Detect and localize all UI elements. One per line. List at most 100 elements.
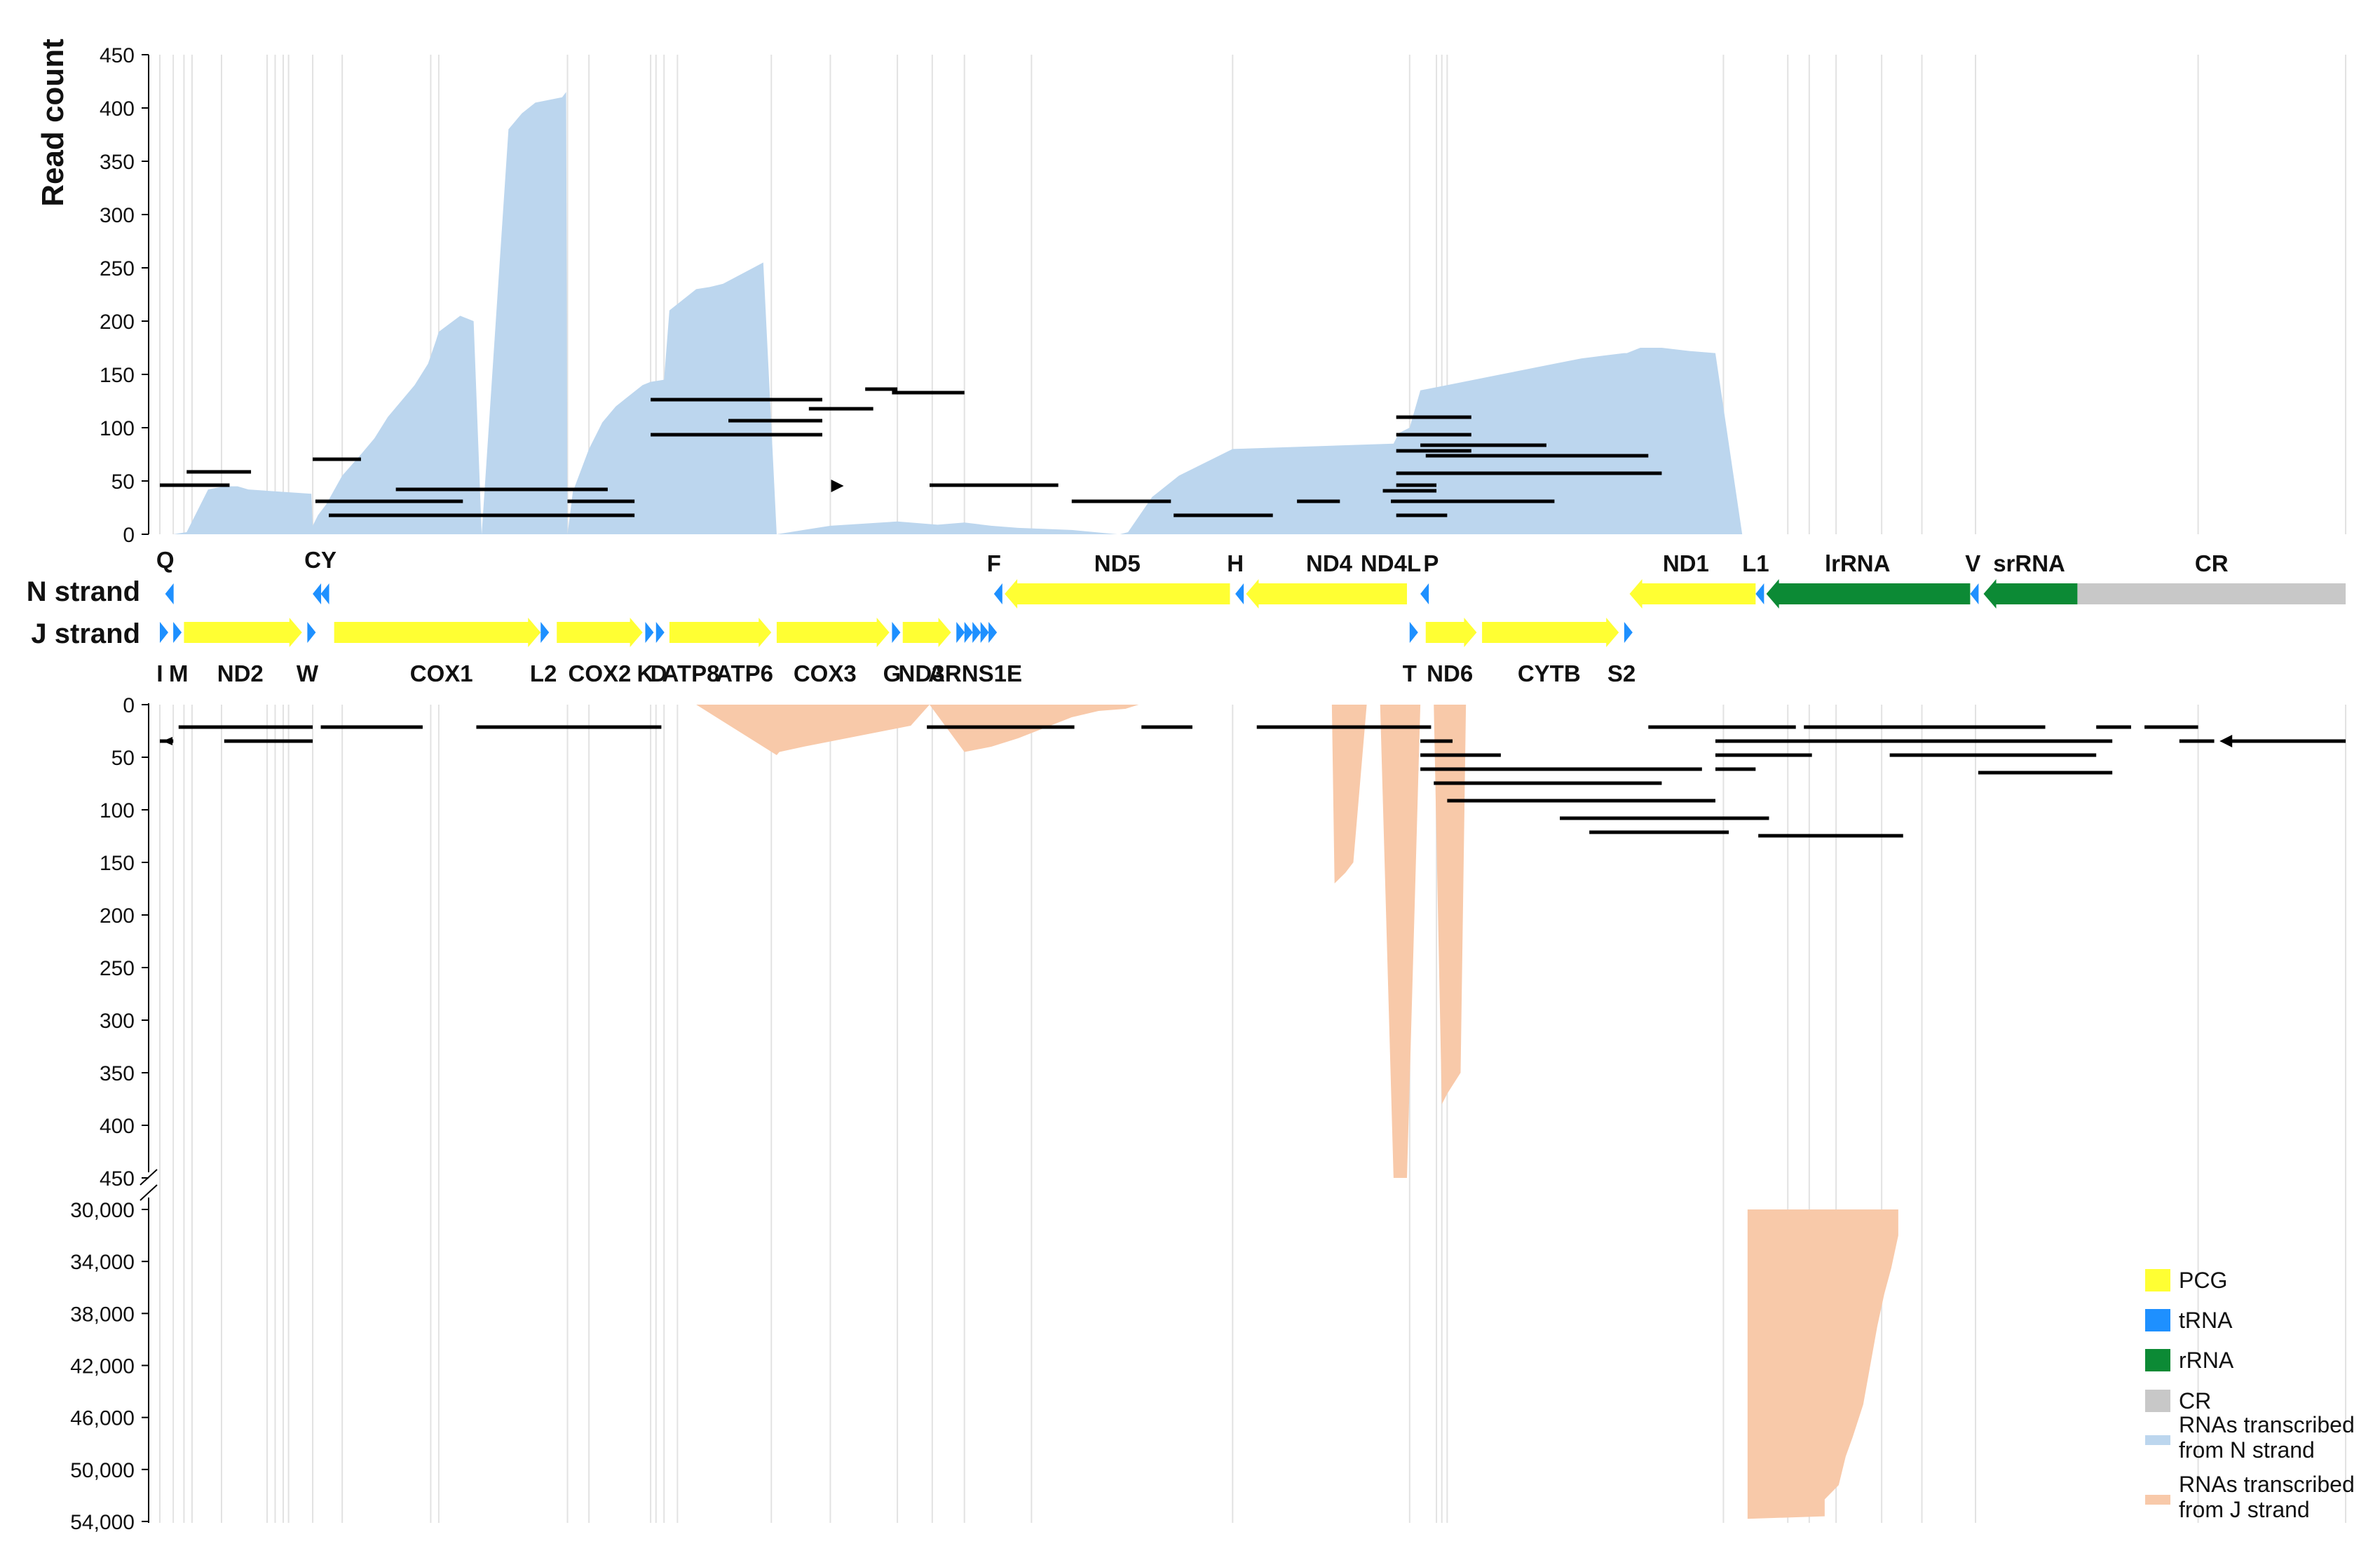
legend-swatch-trna xyxy=(2145,1309,2170,1331)
legend-swatch-cr xyxy=(2145,1390,2170,1412)
gene-boundary-gridlines xyxy=(159,55,2346,1523)
gene-label-h: H xyxy=(1227,550,1244,576)
legend-label: CR xyxy=(2179,1388,2211,1413)
read-arrow xyxy=(163,737,172,745)
gene-cox3-bar xyxy=(776,618,890,647)
gene-nd3-bar xyxy=(902,618,951,647)
gene-label-nd5: ND5 xyxy=(1094,550,1141,576)
gene-label-atp6: ATP6 xyxy=(716,660,773,686)
trna-p-arrow xyxy=(1420,583,1429,604)
coverage-areas xyxy=(160,92,2346,1519)
trna-d-arrow xyxy=(655,622,665,643)
gene-label-c: C xyxy=(304,547,321,573)
gene-nd2-bar xyxy=(184,618,302,647)
tick-labels: 450 400 350 300 250 200 150 100 50 0 0 50 100 150 200 2… xyxy=(70,44,135,1534)
legend-label: PCG xyxy=(2179,1268,2227,1293)
trna-s2-arrow xyxy=(1624,622,1633,643)
j-strand-coverage-area-lower xyxy=(160,705,1467,1178)
read-lines xyxy=(160,387,2346,838)
legend-label: rRNA xyxy=(2179,1348,2234,1373)
legend: PCG tRNA rRNA CR RNAs transcribed from N stra… xyxy=(2145,1268,2355,1522)
gene-label-nd6: ND6 xyxy=(1427,660,1473,686)
y-tick-label: 54,000 xyxy=(70,1511,135,1534)
gene-label-lrrna: lrRNA xyxy=(1825,550,1891,576)
read-arrow xyxy=(2219,735,2233,747)
y-tick-label: 46,000 xyxy=(70,1407,135,1430)
gene-label-srrna: srRNA xyxy=(1993,550,2065,576)
trna-y-arrow xyxy=(320,583,329,604)
read-arrow xyxy=(831,480,844,492)
gene-label-cox2: COX2 xyxy=(568,660,631,686)
trna-l2-arrow xyxy=(540,622,550,643)
y-tick-label: 42,000 xyxy=(70,1355,135,1378)
gene-label-cr: CR xyxy=(2195,550,2229,576)
gene-srrna-bar xyxy=(1983,579,2078,609)
gene-label-s2: S2 xyxy=(1607,660,1636,686)
y-tick-label: 450 xyxy=(100,1167,135,1191)
axis-break-mark xyxy=(140,1184,158,1201)
y-axis-title: Read count xyxy=(36,39,70,207)
legend-label: tRNA xyxy=(2179,1308,2233,1333)
y-tick-label: 400 xyxy=(100,1115,135,1138)
y-tick-label: 200 xyxy=(100,904,135,928)
y-tick-label: 400 xyxy=(100,97,135,121)
legend-label: from N strand xyxy=(2179,1437,2315,1463)
y-tick-label: 38,000 xyxy=(70,1303,135,1326)
legend-swatch-rna xyxy=(2145,1435,2170,1445)
gene-label-l2: L2 xyxy=(530,660,557,686)
trna-l1-arrow xyxy=(1755,583,1764,604)
gene-label-l1: L1 xyxy=(1742,550,1769,576)
y-tick-label: 0 xyxy=(123,694,135,717)
gene-label-cox3: COX3 xyxy=(794,660,857,686)
gene-cr-bar xyxy=(2077,583,2346,604)
gene-label-w: W xyxy=(297,660,319,686)
legend-swatch-rrna xyxy=(2145,1349,2170,1371)
legend-label: RNAs transcribed xyxy=(2179,1472,2355,1497)
n-strand-label: N strand xyxy=(27,576,140,607)
trna-r-arrow xyxy=(964,622,973,643)
trna-i-arrow xyxy=(160,622,168,643)
gene-label-d: D xyxy=(651,660,667,686)
gene-label-cox1: COX1 xyxy=(410,660,473,686)
n-strand-coverage-area xyxy=(160,92,2346,534)
gene-cox2-bar xyxy=(557,618,643,647)
y-tick-label: 300 xyxy=(100,1010,135,1033)
y-tick-label: 250 xyxy=(100,257,135,280)
y-tick-label: 100 xyxy=(100,799,135,822)
trna-v-arrow xyxy=(1970,583,1979,604)
gene-label-y: Y xyxy=(321,547,336,573)
gene-label-k: K xyxy=(637,660,654,686)
trna-e-arrow xyxy=(988,622,998,643)
gene-label-atp8: ATP8 xyxy=(662,660,720,686)
gene-nd4-bar xyxy=(1246,579,1407,609)
gene-label-nd4: ND4 xyxy=(1306,550,1353,576)
trna-w-arrow xyxy=(307,622,316,643)
gene-atp8-atp6-bar xyxy=(669,618,772,647)
trna-h-arrow xyxy=(1235,583,1244,604)
trna-a-arrow xyxy=(956,622,965,643)
legend-label: from J strand xyxy=(2179,1497,2310,1522)
trna-k-arrow xyxy=(645,622,654,643)
axes xyxy=(140,54,158,1523)
gene-label-i: I xyxy=(156,660,163,686)
gene-nd1-bar xyxy=(1629,579,1756,609)
gene-label-cytb: CYTB xyxy=(1518,660,1581,686)
j-strand-label: J strand xyxy=(31,618,140,649)
gene-label-nd2: ND2 xyxy=(217,660,264,686)
y-tick-label: 450 xyxy=(100,44,135,67)
trna-n-arrow xyxy=(972,622,981,643)
y-tick-label: 350 xyxy=(100,1062,135,1085)
legend-swatch-rna xyxy=(2145,1495,2170,1505)
gene-label-nd1: ND1 xyxy=(1663,550,1709,576)
y-tick-label: 350 xyxy=(100,151,135,174)
gene-label-v: V xyxy=(1965,550,1980,576)
gene-label-arns1e: ARNS1E xyxy=(928,660,1022,686)
gene-label-p: P xyxy=(1423,550,1439,576)
gene-lrrna-bar xyxy=(1766,579,1971,609)
gene-label-q: Q xyxy=(156,547,175,573)
y-tick-label: 200 xyxy=(100,311,135,334)
gene-label-t: T xyxy=(1403,660,1417,686)
gene-label-nd4l: ND4L xyxy=(1361,550,1421,576)
